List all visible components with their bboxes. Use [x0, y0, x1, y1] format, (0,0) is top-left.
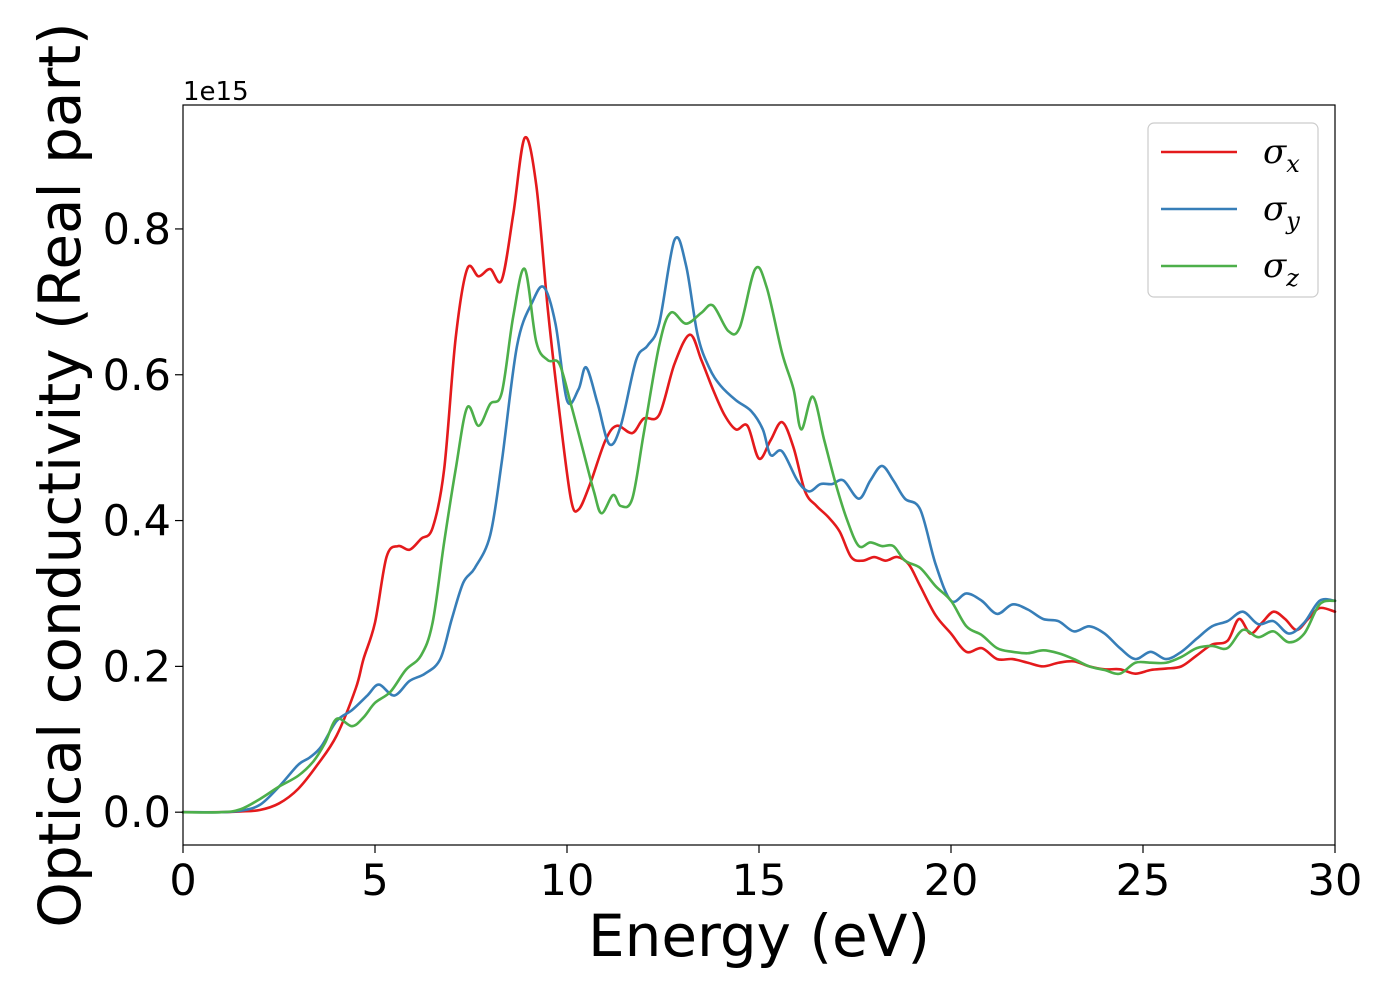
- legend-symbol: σ: [1263, 246, 1287, 286]
- x-axis-ticks: 0 5 10 15 20 25 30: [169, 845, 1362, 906]
- y-offset-label: 1e15: [183, 77, 249, 107]
- x-axis-title: Energy (eV): [588, 902, 930, 970]
- series-line-z: [181, 265, 1337, 814]
- y-tick-label: 0.0: [103, 788, 171, 838]
- series-line-x: [181, 135, 1337, 814]
- legend-label-y: σy: [1263, 189, 1300, 235]
- y-tick-label: 0.6: [103, 351, 171, 401]
- legend-subscript: y: [1285, 207, 1300, 235]
- x-tick-label: 15: [732, 856, 787, 906]
- series-layer: [181, 135, 1337, 814]
- legend-label-x: σx: [1263, 132, 1300, 178]
- y-tick-label: 0.8: [103, 205, 171, 255]
- x-tick-label: 5: [361, 856, 388, 906]
- x-tick-label: 0: [169, 856, 196, 906]
- legend-subscript: x: [1286, 150, 1300, 178]
- y-axis-ticks: 0.0 0.2 0.4 0.6 0.8: [103, 205, 183, 838]
- x-tick-label: 10: [540, 856, 595, 906]
- series-line-y: [181, 236, 1337, 814]
- x-tick-label: 25: [1116, 856, 1171, 906]
- x-tick-label: 20: [924, 856, 979, 906]
- y-axis-title: Optical conductivity (Real part): [26, 22, 94, 927]
- y-tick-label: 0.4: [103, 497, 171, 547]
- legend-symbol: σ: [1263, 189, 1287, 229]
- legend-label-z: σz: [1263, 246, 1299, 292]
- legend-subscript: z: [1285, 264, 1299, 292]
- x-tick-label: 30: [1308, 856, 1363, 906]
- legend-symbol: σ: [1263, 132, 1287, 172]
- y-tick-label: 0.2: [103, 642, 171, 692]
